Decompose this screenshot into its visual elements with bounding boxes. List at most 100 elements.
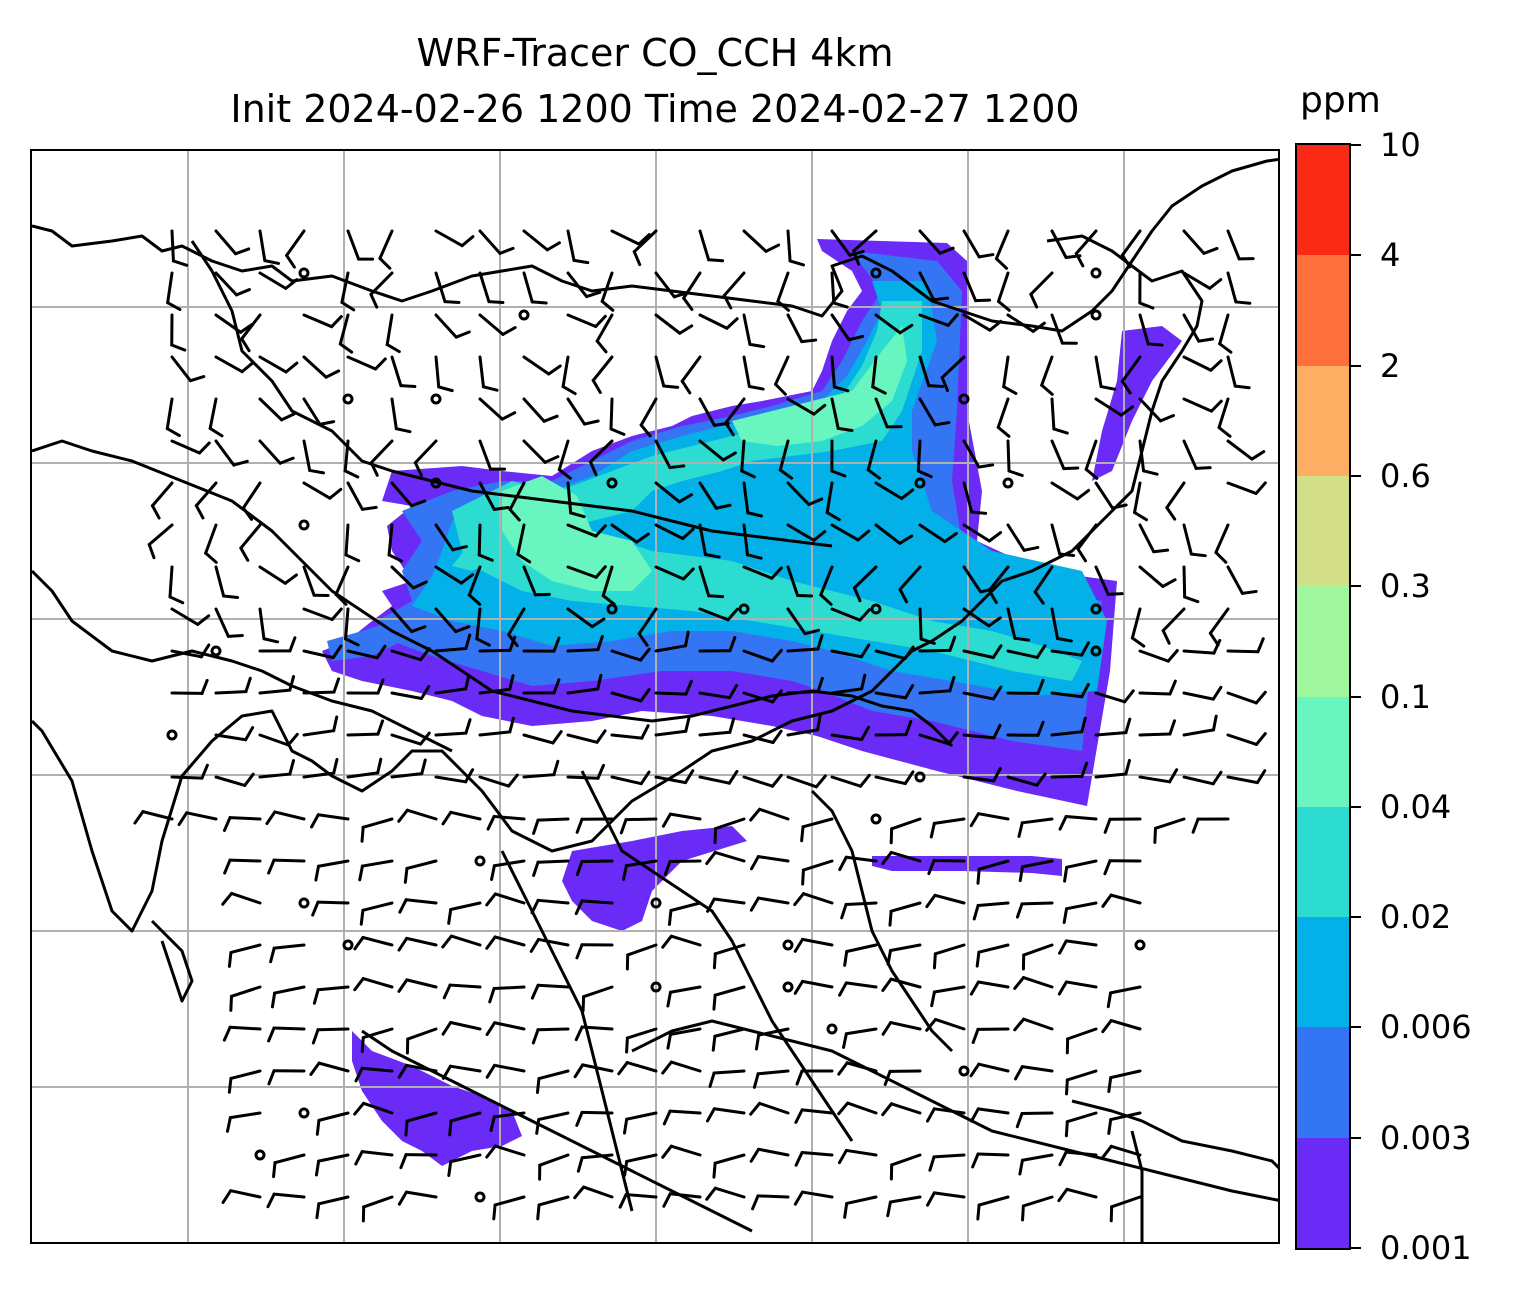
wind-barb-flag bbox=[378, 256, 392, 270]
wind-barb-flag bbox=[397, 808, 409, 823]
wind-barb-shaft bbox=[1208, 607, 1230, 635]
wind-barb-shaft bbox=[1109, 893, 1142, 905]
wind-barb-flag bbox=[263, 259, 281, 265]
wind-barb-shaft bbox=[170, 439, 202, 455]
colorbar-tick-mark bbox=[1351, 1247, 1361, 1249]
wind-barb-flag bbox=[888, 909, 893, 927]
wind-barb-flag bbox=[749, 1147, 761, 1163]
wind-barb-flag bbox=[442, 983, 452, 1000]
wind-barb-flag bbox=[1189, 552, 1207, 558]
wind-barb-flag bbox=[793, 892, 805, 907]
wind-barb-flag bbox=[1058, 1150, 1068, 1167]
wind-barb-shaft bbox=[492, 985, 526, 991]
wind-barb-flag bbox=[332, 757, 339, 775]
wind-barb-flag bbox=[778, 468, 794, 480]
wind-barb-shaft bbox=[1182, 271, 1212, 290]
wind-barb-shaft bbox=[866, 439, 878, 472]
wind-barb-flag bbox=[1146, 342, 1164, 347]
wind-barb-shaft bbox=[385, 313, 394, 347]
wind-barb-shaft bbox=[302, 771, 336, 779]
wind-barb-shaft bbox=[566, 313, 598, 328]
wind-barb-flag bbox=[545, 241, 561, 252]
wind-barb-shaft bbox=[654, 523, 685, 541]
wind-barb-shaft bbox=[786, 607, 807, 636]
wind-barb-shaft bbox=[654, 729, 688, 737]
wind-barb-flag bbox=[573, 1063, 585, 1079]
wind-barb-flag bbox=[623, 1159, 629, 1177]
wind-barb-shaft bbox=[404, 1190, 438, 1199]
wind-barb-shaft bbox=[625, 1061, 658, 1073]
wind-barb-flag bbox=[898, 534, 914, 545]
colorbar-segment bbox=[1297, 1137, 1349, 1248]
wind-barb-shaft bbox=[434, 355, 441, 389]
wind-barb-flag bbox=[1208, 278, 1223, 290]
wind-barb-shaft bbox=[522, 565, 537, 597]
wind-barb-shaft bbox=[1165, 481, 1186, 510]
calm-wind-circle bbox=[1090, 267, 1102, 279]
wind-barb-shaft bbox=[918, 229, 942, 255]
wind-barb-shaft bbox=[757, 1147, 790, 1157]
wind-barb-flag bbox=[441, 810, 453, 826]
colorbar-tick-mark bbox=[1351, 364, 1361, 367]
wind-barb-flag bbox=[353, 1101, 366, 1116]
wind-barb-flag bbox=[270, 991, 277, 1009]
wind-barb-flag bbox=[343, 469, 360, 479]
wind-barb-shaft bbox=[844, 1027, 878, 1036]
wind-barb-shaft bbox=[1020, 901, 1054, 906]
wind-barb-flag bbox=[464, 718, 472, 735]
wind-barb-shaft bbox=[522, 773, 556, 779]
wind-barb-shaft bbox=[204, 523, 218, 555]
wind-barb-shaft bbox=[845, 1195, 878, 1205]
wind-barb-shaft bbox=[932, 1153, 966, 1159]
wind-barb-flag bbox=[369, 292, 379, 309]
wind-barb-flag bbox=[412, 580, 428, 590]
wind-barb-flag bbox=[1124, 758, 1131, 776]
calm-wind-circle bbox=[914, 771, 926, 783]
wind-barb-flag bbox=[724, 421, 735, 437]
wind-barb-shaft bbox=[478, 313, 505, 336]
wind-barb-shaft bbox=[976, 812, 1010, 821]
wind-barb-flag bbox=[232, 459, 249, 467]
wind-barb-flag bbox=[623, 1117, 629, 1135]
wind-barb-shaft bbox=[449, 934, 482, 947]
wind-barb-flag bbox=[927, 384, 945, 389]
wind-barb-shaft bbox=[343, 439, 350, 473]
wind-barb-shaft bbox=[654, 271, 676, 299]
wind-barb-shaft bbox=[360, 1066, 394, 1073]
wind-barb-shaft bbox=[346, 732, 380, 737]
wind-barb-shaft bbox=[258, 607, 266, 641]
wind-barb-shaft bbox=[434, 565, 463, 585]
wind-barb-flag bbox=[852, 249, 861, 266]
wind-barb-flag bbox=[682, 296, 694, 311]
wind-barb-flag bbox=[585, 290, 602, 299]
wind-barb-flag bbox=[996, 299, 1011, 312]
wind-barb-flag bbox=[898, 587, 909, 604]
wind-barb-flag bbox=[1212, 714, 1218, 732]
wind-barb-flag bbox=[796, 593, 814, 598]
wind-barb-flag bbox=[314, 1159, 321, 1177]
wind-barb-flag bbox=[1036, 678, 1045, 695]
wind-barb-shaft bbox=[918, 648, 952, 653]
wind-barb-shaft bbox=[302, 690, 336, 695]
wind-barb-flag bbox=[311, 1028, 320, 1045]
wind-barb-shaft bbox=[712, 1107, 746, 1115]
wind-barb-shaft bbox=[1153, 817, 1186, 830]
calm-wind-circle bbox=[1090, 603, 1102, 615]
wind-barb-flag bbox=[353, 935, 365, 951]
calm-wind-circle bbox=[1090, 645, 1102, 657]
colorbar-segment bbox=[1297, 1026, 1349, 1138]
colorbar-tick-mark bbox=[1351, 1136, 1361, 1139]
wind-barb-flag bbox=[485, 1144, 497, 1159]
wind-barb-flag bbox=[830, 469, 847, 478]
wind-barb-shaft bbox=[1182, 439, 1198, 470]
wind-barb-shaft bbox=[1226, 649, 1260, 654]
wind-barb-flag bbox=[919, 637, 936, 645]
wind-barb-flag bbox=[1120, 379, 1132, 395]
wind-barb-shaft bbox=[316, 985, 350, 992]
wind-barb-flag bbox=[1015, 902, 1024, 919]
wind-barb-flag bbox=[464, 673, 471, 691]
wind-barb-shaft bbox=[830, 271, 836, 305]
wind-barb-shaft bbox=[801, 979, 834, 989]
wind-barb-shaft bbox=[449, 1111, 482, 1123]
colorbar-tick-mark bbox=[1351, 254, 1361, 257]
